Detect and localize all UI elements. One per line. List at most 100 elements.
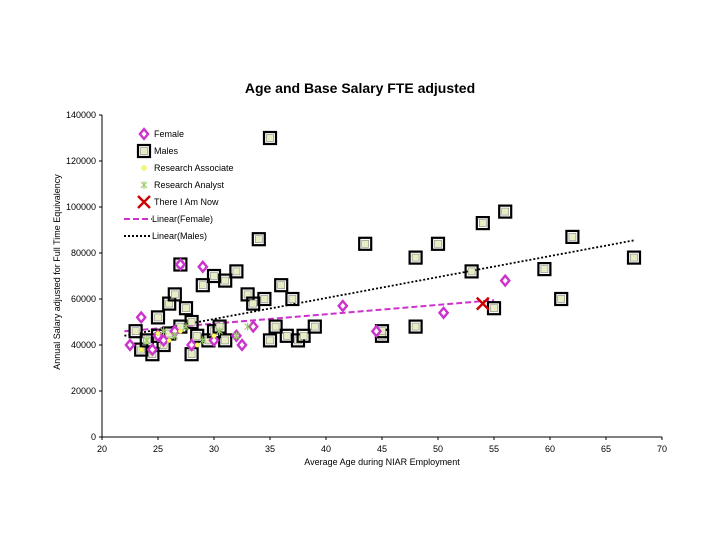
- chart-title: Age and Base Salary FTE adjusted: [245, 80, 475, 96]
- male-point-inner: [193, 331, 201, 340]
- male-point: [178, 301, 194, 316]
- y-tick-label: 140000: [66, 110, 96, 120]
- legend-research-analyst-label: Research Analyst: [154, 180, 225, 190]
- male-point-inner: [630, 253, 638, 262]
- male-point-inner: [131, 327, 140, 336]
- legend-linear-males: Linear(Males): [124, 231, 207, 241]
- research-analyst-point: [233, 331, 240, 340]
- male-point: [274, 278, 289, 293]
- legend-female-label: Female: [154, 129, 184, 139]
- female-point: [437, 306, 450, 320]
- research-analyst-point-shape: [216, 327, 223, 336]
- male-point-outer: [150, 310, 166, 325]
- female-point: [499, 273, 511, 288]
- female-point-core: [189, 342, 195, 348]
- male-point-inner: [260, 295, 269, 303]
- x-axis-label: Average Age during NIAR Employment: [304, 457, 460, 467]
- female-point-core: [441, 309, 447, 316]
- male-point-inner: [171, 290, 179, 299]
- legend-research-associate-marker: [141, 165, 147, 171]
- male-point-inner: [282, 331, 291, 340]
- male-point: [358, 236, 373, 251]
- research-associate-point: [194, 342, 200, 348]
- male-point-outer: [268, 319, 283, 334]
- research-analyst-point: [182, 322, 190, 331]
- male-point: [475, 216, 490, 231]
- male-point-outer: [128, 324, 143, 339]
- female-point: [174, 257, 187, 272]
- male-point-outer: [537, 262, 552, 277]
- research-analyst-point: [171, 331, 179, 340]
- legend-linear-female-label: Linear(Female): [152, 214, 213, 224]
- male-point-outer: [464, 264, 479, 279]
- male-point-inner: [277, 281, 286, 290]
- female-point: [124, 338, 136, 352]
- legend-linear-males-label: Linear(Males): [152, 231, 207, 241]
- male-point: [257, 291, 272, 307]
- y-tick-label: 40000: [71, 340, 96, 350]
- male-point-inner: [255, 235, 263, 243]
- female-point: [146, 342, 159, 357]
- there-i-am-now-point: [475, 296, 490, 311]
- female-point-core: [138, 314, 144, 321]
- male-point-inner: [232, 267, 241, 276]
- male-point-outer: [195, 278, 210, 293]
- female-point-core: [161, 337, 167, 344]
- male-point-inner: [221, 276, 229, 285]
- x-tick-label: 60: [545, 444, 555, 454]
- research-associate-point-shape: [138, 347, 144, 353]
- y-tick-label: 60000: [71, 294, 96, 304]
- male-point-outer: [257, 291, 272, 307]
- male-point-outer: [565, 229, 580, 244]
- x-tick-label: 25: [153, 444, 163, 454]
- trendlines: [124, 239, 635, 337]
- female-point-core: [373, 328, 379, 335]
- male-point-inner: [361, 240, 370, 248]
- male-point-inner: [210, 272, 218, 280]
- male-point: [262, 130, 278, 146]
- legend-there-i-am-now-label: There I Am Now: [154, 197, 219, 207]
- legend-there-i-am-now: There I Am Now: [137, 195, 219, 209]
- male-point: [268, 319, 283, 334]
- legend: Female Males Research Associate Research An…: [124, 127, 234, 241]
- male-point: [296, 328, 311, 343]
- male-point: [626, 250, 642, 265]
- female-point: [197, 260, 209, 274]
- research-analyst-point-shape: [171, 331, 179, 340]
- research-analyst-point-shape: [244, 322, 251, 331]
- female-point-core: [239, 342, 245, 348]
- y-tick-label: 20000: [71, 386, 96, 396]
- research-analyst-point-shape: [160, 327, 167, 336]
- research-analyst-point-shape: [182, 322, 190, 331]
- y-axis-label: Annual Salary adjusted for Full Time Equ…: [52, 174, 62, 370]
- male-point-inner: [467, 267, 476, 276]
- legend-research-analyst: Research Analyst: [140, 180, 225, 190]
- female-point-core: [200, 263, 206, 270]
- research-analyst-point-shape: [199, 336, 207, 345]
- research-analyst-point: [216, 327, 223, 336]
- male-point: [218, 273, 233, 288]
- female-point-core: [340, 302, 346, 309]
- male-point-inner: [434, 240, 442, 248]
- female-point: [247, 319, 259, 334]
- x-tick-label: 40: [321, 444, 331, 454]
- research-associate-point-shape: [177, 328, 183, 334]
- male-point-outer: [285, 291, 300, 307]
- male-point-inner: [288, 295, 297, 303]
- male-point-inner: [478, 219, 487, 227]
- male-point-outer: [626, 250, 642, 265]
- male-point-inner: [271, 322, 280, 331]
- legend-there-i-am-now-marker-shape: [137, 195, 151, 209]
- male-point: [537, 262, 552, 277]
- male-point: [430, 236, 446, 251]
- legend-there-i-am-now-marker: [137, 195, 151, 209]
- research-analyst-point-shape: [143, 336, 151, 345]
- male-point-inner: [187, 318, 196, 326]
- research-associate-point: [211, 333, 217, 339]
- research-analyst-point-shape: [233, 331, 240, 340]
- legend-female-marker: [138, 127, 150, 141]
- legend-males-label: Males: [154, 146, 179, 156]
- x-ticks: 20 25 30 35 40 45 50 55 60 65 70: [97, 437, 667, 454]
- male-point-inner: [154, 313, 162, 322]
- male-point-inner: [221, 336, 229, 345]
